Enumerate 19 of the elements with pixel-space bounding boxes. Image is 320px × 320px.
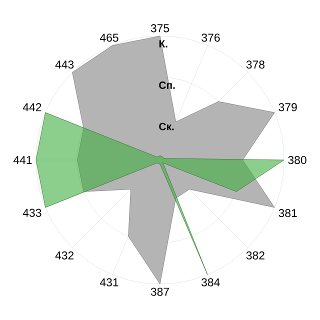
spoke-label: 443	[55, 60, 74, 69]
spoke-label: 431	[100, 278, 118, 286]
spoke-label: 375	[150, 24, 170, 32]
y-tick-label: Ск.	[159, 122, 174, 130]
y-tick-label: К.	[159, 40, 168, 48]
spoke-label: 433	[22, 208, 42, 217]
spoke-label: 382	[246, 251, 264, 260]
spoke-label: 381	[278, 209, 297, 218]
y-tick-label: Сп.	[159, 82, 175, 89]
spoke-label: 387	[150, 288, 169, 296]
spoke-label: 432	[55, 251, 74, 260]
spoke-label: 441	[13, 156, 32, 164]
spoke-label: 376	[202, 34, 220, 42]
spoke-label: 465	[100, 34, 118, 42]
spoke-label: 384	[201, 278, 220, 286]
spoke-label: 442	[22, 103, 42, 112]
spoke-label: 379	[278, 103, 297, 112]
spoke-label: 380	[288, 156, 306, 164]
spoke-label: 378	[246, 60, 264, 69]
